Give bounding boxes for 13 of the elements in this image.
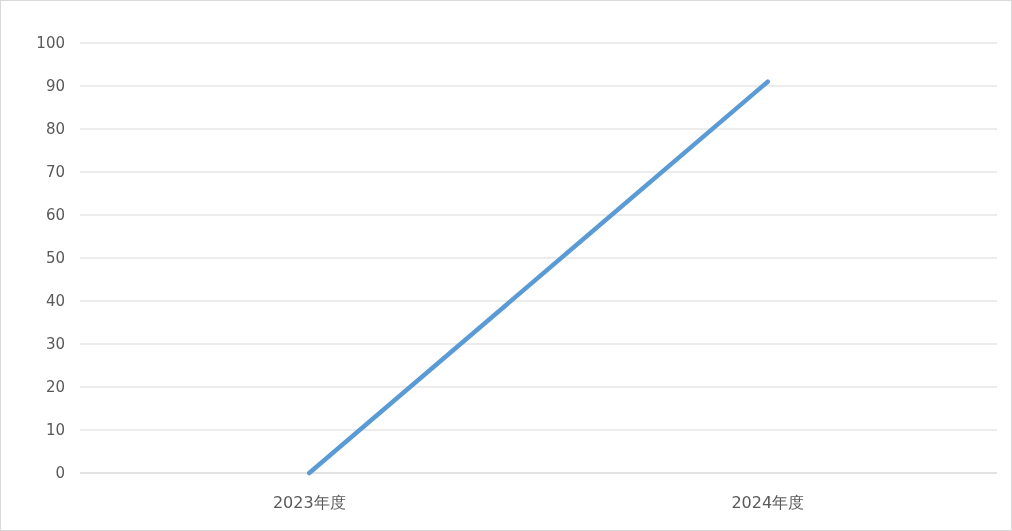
y-tick-label: 30 (45, 335, 65, 354)
y-tick-label: 100 (36, 34, 65, 53)
y-tick-label: 70 (45, 163, 65, 182)
y-tick-label: 0 (55, 464, 65, 483)
y-tick-label: 40 (45, 292, 65, 311)
x-tick-label: 2024年度 (731, 493, 805, 512)
y-tick-label: 60 (45, 206, 65, 225)
y-tick-label: 10 (45, 421, 65, 440)
y-tick-label: 50 (45, 249, 65, 268)
y-tick-label: 90 (45, 77, 65, 96)
x-tick-label: 2023年度 (272, 493, 346, 512)
y-tick-label: 80 (45, 120, 65, 139)
y-tick-label: 20 (45, 378, 65, 397)
